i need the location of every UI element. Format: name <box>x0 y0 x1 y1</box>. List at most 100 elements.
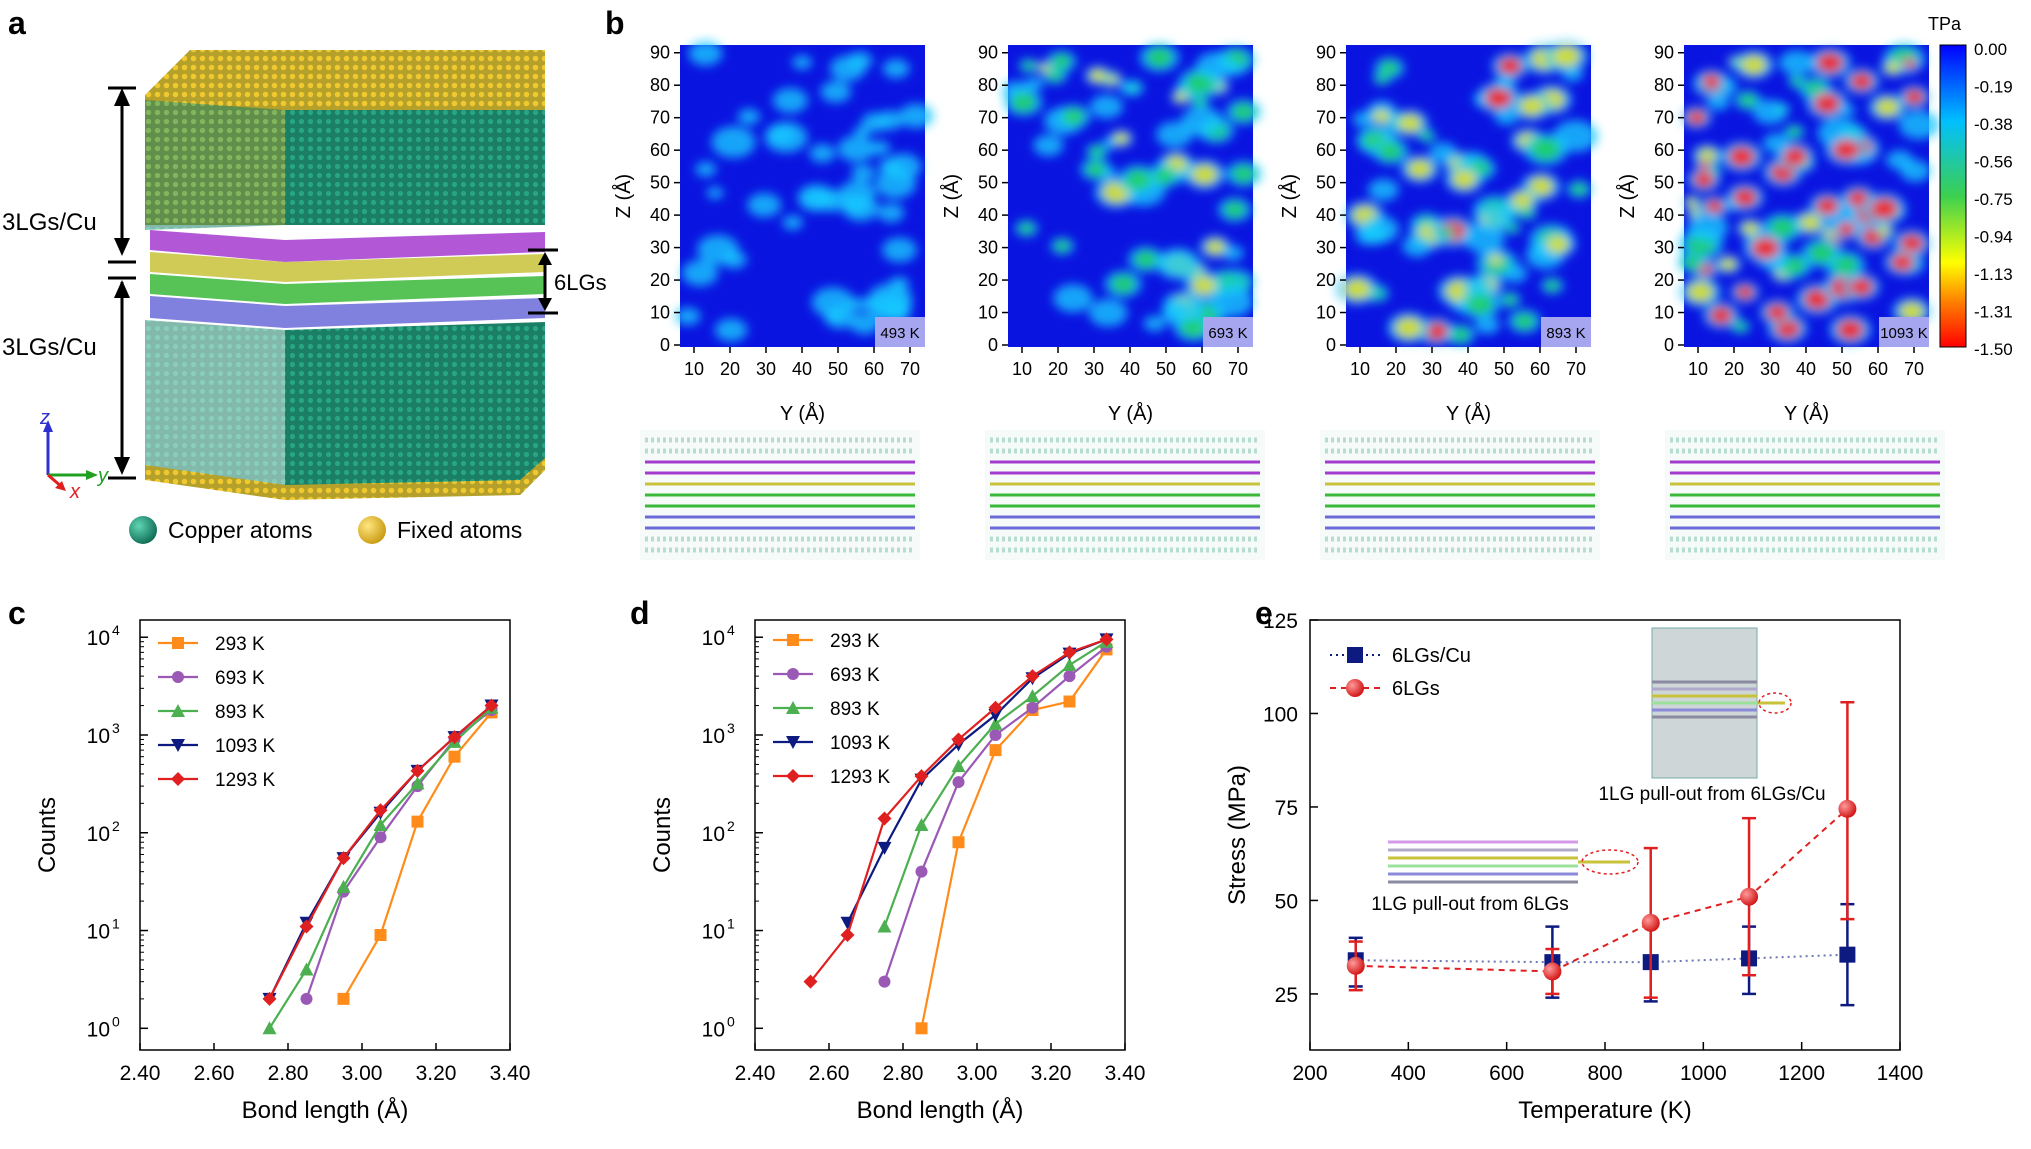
hotspot-halo <box>797 184 836 212</box>
y-tick-label: 30 <box>978 238 998 258</box>
temperature-label: 693 K <box>1208 325 1247 342</box>
hotspot-halo <box>876 110 904 130</box>
data-point <box>410 776 425 790</box>
x-axis-label: Temperature (K) <box>1518 1097 1691 1124</box>
layer-side-view-1 <box>985 430 1265 560</box>
series-line <box>268 704 493 1000</box>
hotspot-halo <box>695 161 717 177</box>
hotspot-core <box>1513 313 1535 330</box>
data-point <box>262 1021 277 1035</box>
hotspot-halo <box>1209 286 1254 318</box>
y-tick-label: 10 <box>978 303 998 323</box>
temperature-label: 493 K <box>880 325 919 342</box>
hotspot-core <box>1904 89 1925 105</box>
hotspot-core <box>1769 217 1796 238</box>
copper-atom-swatch <box>129 516 157 544</box>
x-tick-label: 800 <box>1587 1062 1622 1085</box>
hotspot-core <box>1836 319 1864 341</box>
hotspot-halo <box>714 318 748 342</box>
hotspot-halo <box>747 192 782 218</box>
hotspot-core <box>1191 164 1218 185</box>
temperature-badge <box>1541 317 1591 347</box>
hotspot-halo <box>1160 250 1194 275</box>
colorbar-tick-label: -0.56 <box>1974 153 2013 172</box>
data-point <box>171 772 185 786</box>
series-893-K: 893 K <box>158 700 499 1035</box>
bottom-block-fixed-edge <box>145 458 545 500</box>
x-tick-label: 70 <box>1566 359 1586 379</box>
data-point <box>1062 657 1077 671</box>
y-tick-exponent: 0 <box>112 1013 120 1029</box>
panel-e-chart: 200 400 600 800 1000 1200 1400 25 50 75 100 125 Temp… <box>1224 610 1923 1124</box>
hotspot-core <box>1884 61 1901 74</box>
data-point <box>988 709 1003 723</box>
legend-label: 6LGs/Cu <box>1392 645 1471 667</box>
hotspot-core <box>1089 145 1105 158</box>
axis-y-label: y <box>96 465 109 487</box>
x-tick-label: 3.40 <box>1105 1062 1146 1085</box>
hotspot-halo <box>688 41 723 66</box>
data-point <box>877 811 892 826</box>
label-bottom-3lgs-cu: 3LGs/Cu <box>2 334 97 361</box>
hotspot-core <box>1506 223 1518 233</box>
hotspot-core <box>1153 168 1175 185</box>
axis-z-label: z <box>39 407 50 429</box>
x-tick-label: 50 <box>1156 359 1176 379</box>
panel-b-stress-maps: 493 K 0 10 20 30 40 50 60 70 80 90 10 20 30 40 50 60 70 Y … <box>612 40 1945 560</box>
hotspot-core <box>1484 87 1513 109</box>
data-point <box>374 831 387 844</box>
x-tick-label: 60 <box>1868 359 1888 379</box>
data-point <box>786 736 800 749</box>
hotspot-halo <box>721 250 747 269</box>
data-point <box>786 769 800 783</box>
x-axis-label: Y (Å) <box>1784 402 1829 425</box>
legend-label: 1093 K <box>215 736 276 757</box>
inset-highlight <box>1758 692 1792 714</box>
y-tick-label: 90 <box>1654 43 1674 63</box>
y-tick-label: 20 <box>1316 270 1336 290</box>
hotspot-core <box>1467 294 1494 315</box>
y-tick-label: 30 <box>650 238 670 258</box>
x-tick-label: 2.60 <box>194 1062 235 1085</box>
hotspot-core <box>1394 317 1423 339</box>
hotspot-core <box>1134 250 1158 269</box>
data-point <box>1062 645 1077 660</box>
y-axis-label: Z (Å) <box>1616 174 1639 218</box>
x-tick-label: 10 <box>1350 359 1370 379</box>
hotspot-halo <box>1088 298 1128 327</box>
hotspot-core <box>1698 160 1711 171</box>
x-axis-label: Bond length (Å) <box>242 1096 409 1124</box>
hotspot-core <box>1709 306 1733 325</box>
x-tick-label: 10 <box>1012 359 1032 379</box>
hotspot-core <box>1878 225 1892 236</box>
hotspot-halo <box>853 125 871 138</box>
hotspot-core <box>1798 213 1821 232</box>
hotspot-core <box>1440 228 1453 238</box>
series-693-K: 693 K <box>158 668 498 1005</box>
hotspot-core <box>1522 208 1534 218</box>
hotspot-core <box>1870 197 1899 220</box>
data-point <box>989 728 1002 741</box>
data-point <box>1543 962 1562 981</box>
x-tick-label: 50 <box>1494 359 1514 379</box>
layer-side-view-3 <box>1665 430 1945 560</box>
y-tick-label: 10 <box>702 725 725 748</box>
x-tick-label: 60 <box>864 359 884 379</box>
y-tick-label: 0 <box>1664 335 1674 355</box>
data-point <box>336 879 351 893</box>
hotspot-core <box>1011 92 1036 112</box>
hotspot-halo <box>706 186 724 199</box>
hotspot-core <box>1850 72 1874 91</box>
y-tick-label: 70 <box>1654 108 1674 128</box>
hotspot-core <box>1739 93 1757 108</box>
hotspot-core <box>1398 113 1422 133</box>
hotspot-core <box>1705 199 1724 214</box>
data-point <box>787 668 799 680</box>
hotspot-core <box>1113 132 1129 145</box>
x-tick-label: 40 <box>1458 359 1478 379</box>
x-tick-label: 30 <box>1760 359 1780 379</box>
hotspot-halo <box>1752 99 1788 125</box>
annotation-6lgs: 1LG pull-out from 6LGs <box>1371 894 1568 915</box>
colorbar-tick-label: -1.50 <box>1974 340 2013 359</box>
